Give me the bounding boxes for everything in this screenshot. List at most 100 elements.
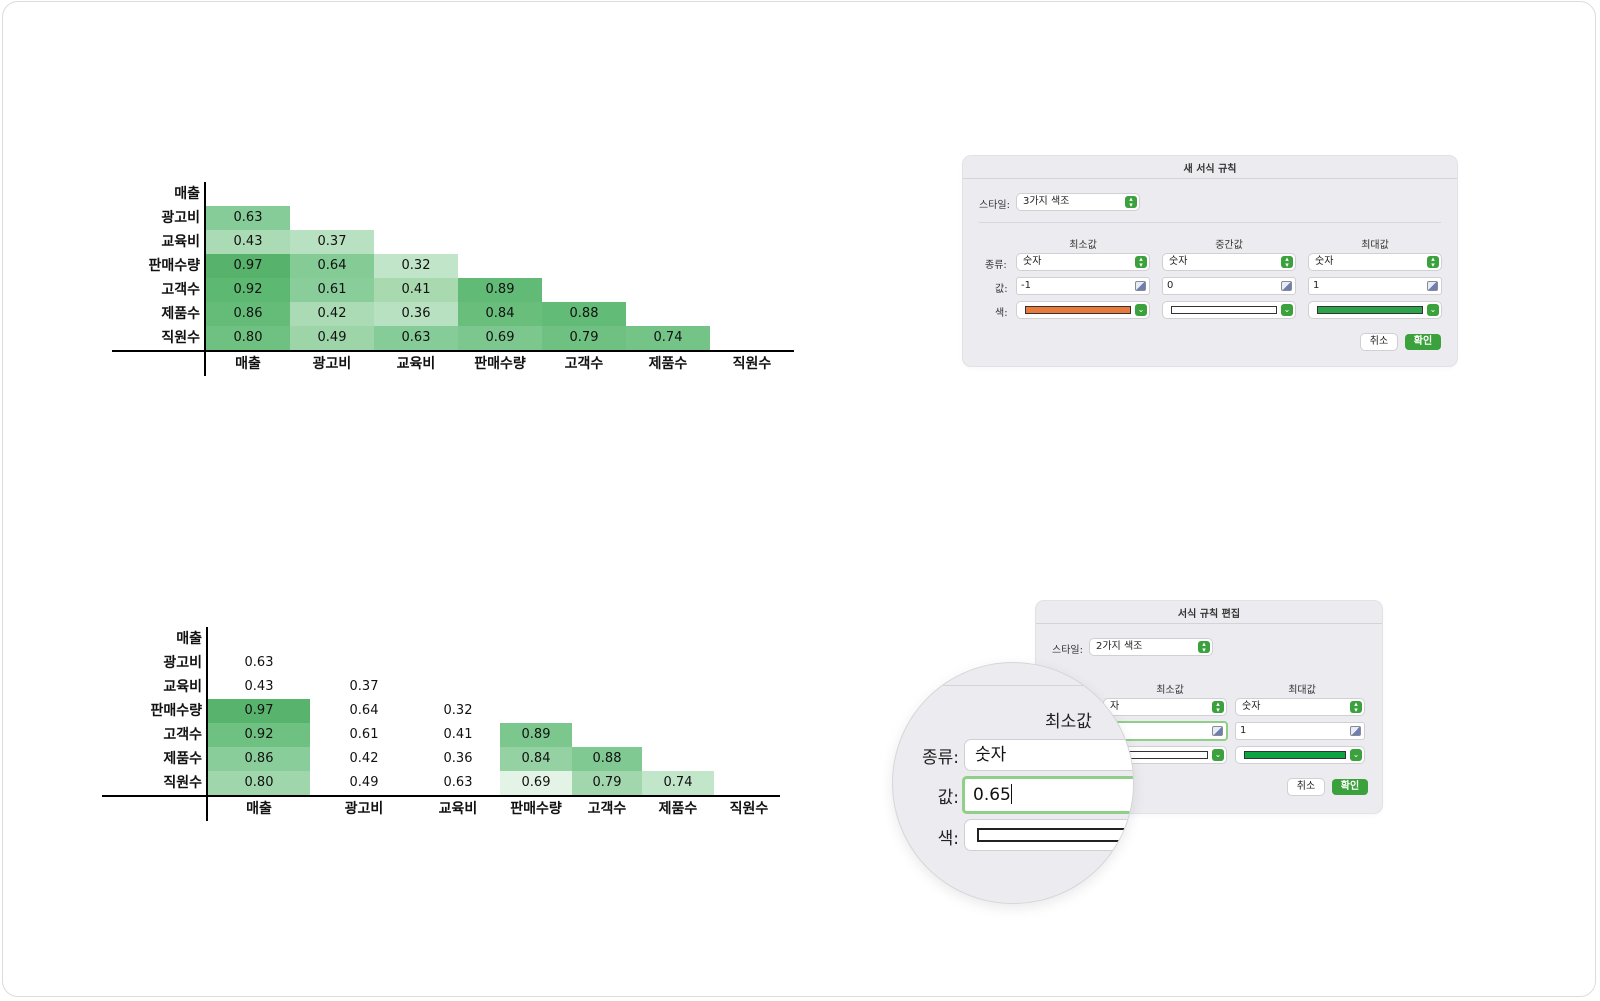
cell-picker-icon[interactable] — [1281, 281, 1292, 291]
min-value-field[interactable] — [1104, 723, 1226, 739]
heatmap-cell[interactable]: 0.32 — [416, 699, 500, 723]
cancel-button[interactable]: 취소 — [1361, 334, 1397, 350]
chevron-down-icon: ⌄ — [1212, 749, 1224, 761]
min-type-popup[interactable]: 숫자 ▴ ▾ — [1017, 254, 1149, 270]
column-label: 제품수 — [658, 801, 698, 817]
column-label: 직원수 — [732, 356, 772, 372]
heatmap-cell[interactable]: 0.88 — [572, 747, 642, 771]
heatmap-cell[interactable]: 0.42 — [312, 747, 416, 771]
heatmap-cell[interactable]: 0.61 — [290, 278, 374, 302]
row-label: 직원수 — [161, 330, 200, 346]
max-type-popup[interactable]: 숫자 ▴ ▾ — [1236, 699, 1364, 715]
new-format-rule-dialog: 새 서식 규칙 스타일: 3가지 색조 ▴ ▾ 최소값 중간값 최대값 종류: 숫… — [963, 156, 1457, 366]
column-label: 판매수량 — [510, 801, 562, 817]
heatmap-cell[interactable]: 0.63 — [374, 326, 458, 350]
max-color-well[interactable]: ⌄ — [1236, 747, 1364, 763]
ok-button[interactable]: 확인 — [1405, 334, 1441, 350]
heatmap-cell[interactable]: 0.42 — [290, 302, 374, 326]
mid-color-swatch — [1171, 306, 1277, 314]
magnified-min-value-field[interactable]: 0.65 — [965, 779, 1133, 811]
cell-picker-icon[interactable] — [1427, 281, 1438, 291]
heatmap-cell[interactable]: 0.80 — [208, 771, 310, 795]
heatmap-cell[interactable]: 0.92 — [206, 278, 290, 302]
heatmap-cell[interactable]: 0.63 — [208, 651, 310, 675]
max-type-popup[interactable]: 숫자 ▴ ▾ — [1309, 254, 1441, 270]
style-popup[interactable]: 3가지 색조 ▴ ▾ — [1017, 194, 1139, 210]
mid-value-field[interactable]: 0 — [1163, 278, 1295, 294]
max-value-field[interactable]: 1 — [1236, 723, 1364, 739]
min-color-well[interactable]: ⌄ — [1017, 302, 1149, 318]
stepper-icon: ▴ ▾ — [1427, 256, 1439, 269]
cell-picker-icon[interactable] — [1212, 726, 1223, 736]
ok-button[interactable]: 확인 — [1332, 779, 1368, 795]
max-value-field[interactable]: 1 — [1309, 278, 1441, 294]
row-label: 광고비 — [161, 210, 200, 226]
type-label: 종류: — [985, 260, 1007, 271]
chevron-down-icon: ⌄ — [1281, 304, 1293, 316]
stepper-icon: ▴ ▾ — [1198, 641, 1210, 654]
min-color-well[interactable]: ⌄ — [1104, 747, 1226, 763]
magnified-min-color-well[interactable] — [965, 820, 1133, 850]
heatmap-cell[interactable]: 0.74 — [642, 771, 714, 795]
heatmap-cell[interactable]: 0.97 — [206, 254, 290, 278]
heatmap-cell[interactable]: 0.49 — [312, 771, 416, 795]
title-separator — [1036, 623, 1382, 624]
min-type-popup[interactable]: 자 ▴ ▾ — [1104, 699, 1226, 715]
heatmap-cell[interactable]: 0.36 — [374, 302, 458, 326]
row-label: 매출 — [176, 631, 202, 647]
heatmap-cell[interactable]: 0.89 — [458, 278, 542, 302]
heatmap-cell[interactable]: 0.32 — [374, 254, 458, 278]
title-separator — [963, 178, 1457, 179]
heatmap-cell[interactable]: 0.69 — [458, 326, 542, 350]
heatmap-cell[interactable]: 0.86 — [206, 302, 290, 326]
heatmap-cell[interactable]: 0.80 — [206, 326, 290, 350]
heatmap-cell[interactable]: 0.74 — [626, 326, 710, 350]
mid-type-popup[interactable]: 숫자 ▴ ▾ — [1163, 254, 1295, 270]
heatmap-cell[interactable]: 0.88 — [542, 302, 626, 326]
heatmap-cell[interactable]: 0.41 — [374, 278, 458, 302]
heatmap-cell[interactable]: 0.49 — [290, 326, 374, 350]
heatmap-cell[interactable]: 0.89 — [500, 723, 572, 747]
magnifier-callout: 최소값 종류: 숫자 값: 0.65 색: — [893, 663, 1133, 903]
section-separator — [979, 222, 1441, 223]
cell-picker-icon[interactable] — [1135, 281, 1146, 291]
heatmap-cell[interactable]: 0.63 — [206, 206, 290, 230]
row-label: 광고비 — [163, 655, 202, 671]
mid-color-well[interactable]: ⌄ — [1163, 302, 1295, 318]
heatmap-cell[interactable]: 0.79 — [572, 771, 642, 795]
heatmap-cell[interactable]: 0.63 — [416, 771, 500, 795]
heatmap-cell[interactable]: 0.84 — [458, 302, 542, 326]
heatmap-cell[interactable]: 0.64 — [290, 254, 374, 278]
row-label: 제품수 — [163, 751, 202, 767]
heatmap-cell[interactable]: 0.92 — [208, 723, 310, 747]
style-popup[interactable]: 2가지 색조 ▴ ▾ — [1090, 639, 1212, 655]
heatmap-cell[interactable]: 0.43 — [208, 675, 310, 699]
heatmap-cell[interactable]: 0.43 — [206, 230, 290, 254]
heatmap-cell[interactable]: 0.79 — [542, 326, 626, 350]
stepper-icon: ▴ ▾ — [1212, 701, 1224, 714]
heatmap-cell[interactable]: 0.37 — [312, 675, 416, 699]
magnified-type-popup[interactable]: 숫자 — [965, 740, 1133, 770]
max-color-well[interactable]: ⌄ — [1309, 302, 1441, 318]
heatmap-cell[interactable]: 0.36 — [416, 747, 500, 771]
min-value: -1 — [1021, 280, 1031, 291]
heatmap-cell[interactable]: 0.97 — [208, 699, 310, 723]
heatmap-cell[interactable]: 0.41 — [416, 723, 500, 747]
heatmap-cell[interactable]: 0.64 — [312, 699, 416, 723]
magnified-value-label: 값: — [937, 788, 959, 808]
heatmap-cell[interactable]: 0.86 — [208, 747, 310, 771]
style-label: 스타일: — [979, 200, 1010, 211]
chevron-down-icon: ⌄ — [1427, 304, 1439, 316]
cancel-button[interactable]: 취소 — [1288, 779, 1324, 795]
column-label: 교육비 — [438, 801, 478, 817]
heatmap-cell[interactable]: 0.37 — [290, 230, 374, 254]
heatmap-cell[interactable]: 0.84 — [500, 747, 572, 771]
cell-picker-icon[interactable] — [1350, 726, 1361, 736]
min-value-field[interactable]: -1 — [1017, 278, 1149, 294]
column-label: 광고비 — [312, 356, 352, 372]
heatmap-cell[interactable]: 0.69 — [500, 771, 572, 795]
magnified-col-header-min: 최소값 — [1045, 712, 1092, 732]
heatmap-cell[interactable]: 0.61 — [312, 723, 416, 747]
magnified-min-color-swatch — [977, 828, 1133, 842]
